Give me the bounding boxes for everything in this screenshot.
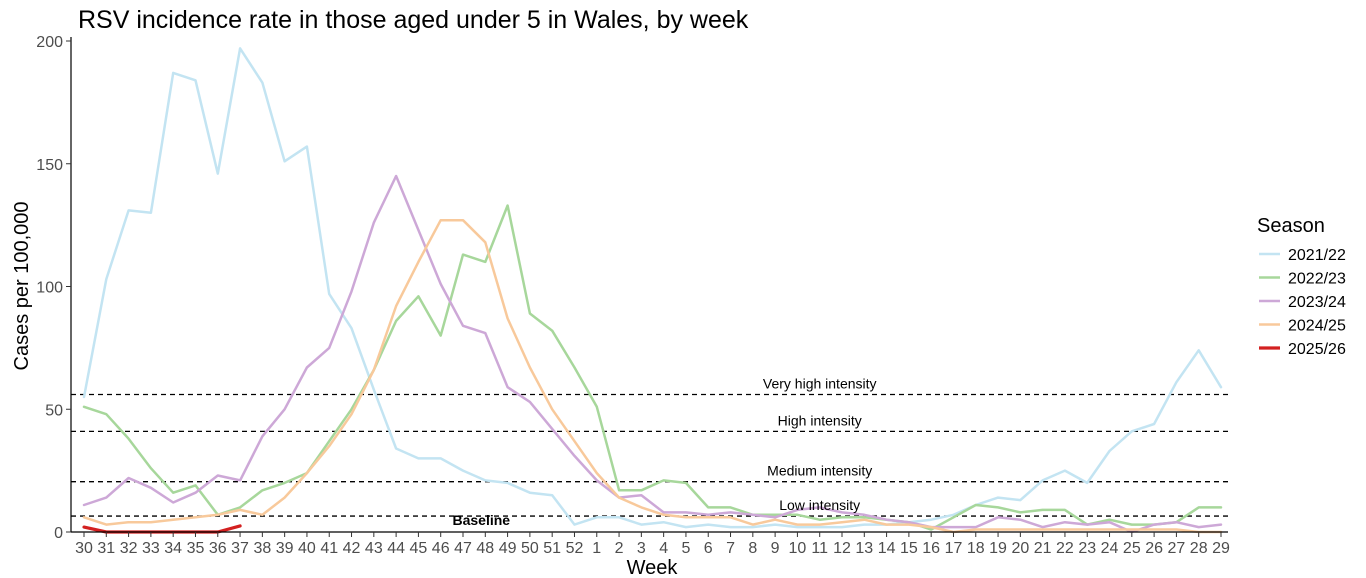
x-tick-label: 52 (566, 540, 584, 557)
x-tick-label: 25 (1123, 540, 1141, 557)
x-tick-label: 27 (1168, 540, 1186, 557)
x-tick-label: 28 (1190, 540, 1208, 557)
x-tick-label: 33 (142, 540, 160, 557)
x-tick-label: 23 (1078, 540, 1096, 557)
threshold-label: Very high intensity (763, 376, 877, 392)
y-tick-label: 200 (36, 34, 63, 51)
x-tick-label: 4 (659, 540, 668, 557)
x-tick-label: 16 (922, 540, 940, 557)
x-tick-label: 8 (748, 540, 757, 557)
y-tick-label: 150 (36, 157, 63, 174)
x-tick-label: 43 (365, 540, 383, 557)
x-tick-label: 3 (637, 540, 646, 557)
legend-label: 2022/23 (1288, 271, 1346, 288)
series-lines (82, 47, 1223, 534)
x-tick-label: 13 (855, 540, 873, 557)
x-tick-label: 17 (945, 540, 963, 557)
threshold-label: Low intensity (779, 497, 860, 513)
x-axis-ticks: 30 31 32 33 34 35 36 37 38 39 40 41 42 43 44 45 46 47 48 49… (75, 532, 1230, 557)
x-tick-label: 45 (410, 540, 428, 557)
x-tick-label: 34 (164, 540, 182, 557)
x-tick-label: 40 (298, 540, 316, 557)
series-line-2024-25 (82, 218, 1223, 534)
x-tick-label: 41 (320, 540, 338, 557)
y-axis-ticks: 0 50 100 150 200 (36, 34, 71, 542)
legend-label: 2025/26 (1288, 341, 1346, 358)
x-tick-label: 46 (432, 540, 450, 557)
x-tick-label: 49 (499, 540, 517, 557)
x-tick-label: 12 (833, 540, 851, 557)
x-tick-label: 29 (1212, 540, 1230, 557)
threshold-label: High intensity (778, 412, 862, 428)
legend-items: 2021/22 2022/23 2023/24 2024/25 2025/26 (1259, 247, 1346, 358)
x-tick-label: 47 (454, 540, 472, 557)
chart-title: RSV incidence rate in those aged under 5… (78, 6, 749, 34)
x-tick-label: 1 (592, 540, 601, 557)
legend-label: 2024/25 (1288, 318, 1346, 335)
legend: Season 2021/22 2022/23 2023/24 2024/25 2025/… (1257, 215, 1346, 358)
y-axis-label: Cases per 100,000 (11, 201, 33, 370)
x-tick-label: 6 (704, 540, 713, 557)
x-tick-label: 36 (209, 540, 227, 557)
series-line-2022-23 (82, 204, 1223, 531)
x-tick-label: 21 (1034, 540, 1052, 557)
legend-title: Season (1257, 215, 1325, 237)
x-tick-label: 42 (343, 540, 361, 557)
x-tick-label: 14 (878, 540, 896, 557)
legend-label: 2021/22 (1288, 247, 1346, 264)
x-tick-label: 38 (253, 540, 271, 557)
x-tick-label: 22 (1056, 540, 1074, 557)
x-tick-label: 19 (989, 540, 1007, 557)
x-axis-label: Week (627, 557, 679, 578)
y-tick-label: 0 (54, 525, 63, 542)
x-tick-label: 10 (789, 540, 807, 557)
x-tick-label: 15 (900, 540, 918, 557)
threshold-labels: Very high intensity High intensity Medium … (452, 376, 876, 528)
x-tick-label: 2 (615, 540, 624, 557)
x-tick-label: 51 (543, 540, 561, 557)
legend-label: 2023/24 (1288, 294, 1346, 311)
x-tick-label: 18 (967, 540, 985, 557)
x-tick-label: 32 (120, 540, 138, 557)
x-tick-label: 50 (521, 540, 539, 557)
y-tick-label: 50 (45, 402, 63, 419)
x-tick-label: 37 (231, 540, 249, 557)
x-tick-label: 31 (97, 540, 115, 557)
baseline-label: Baseline (452, 512, 510, 528)
plot-area: Very high intensity High intensity Medium … (71, 47, 1228, 534)
x-tick-label: 9 (771, 540, 780, 557)
x-tick-label: 7 (726, 540, 735, 557)
x-tick-label: 35 (187, 540, 205, 557)
series-line-2023-24 (82, 174, 1223, 534)
x-tick-label: 30 (75, 540, 93, 557)
x-tick-label: 48 (476, 540, 494, 557)
threshold-label: Medium intensity (767, 463, 872, 479)
x-tick-label: 26 (1145, 540, 1163, 557)
series-line-2021-22 (82, 47, 1223, 529)
x-tick-label: 11 (811, 540, 828, 557)
x-tick-label: 39 (276, 540, 294, 557)
x-tick-label: 44 (387, 540, 405, 557)
x-tick-label: 20 (1011, 540, 1029, 557)
y-tick-label: 100 (36, 280, 63, 297)
x-tick-label: 24 (1101, 540, 1119, 557)
x-tick-label: 5 (681, 540, 690, 557)
threshold-lines (71, 393, 1228, 517)
